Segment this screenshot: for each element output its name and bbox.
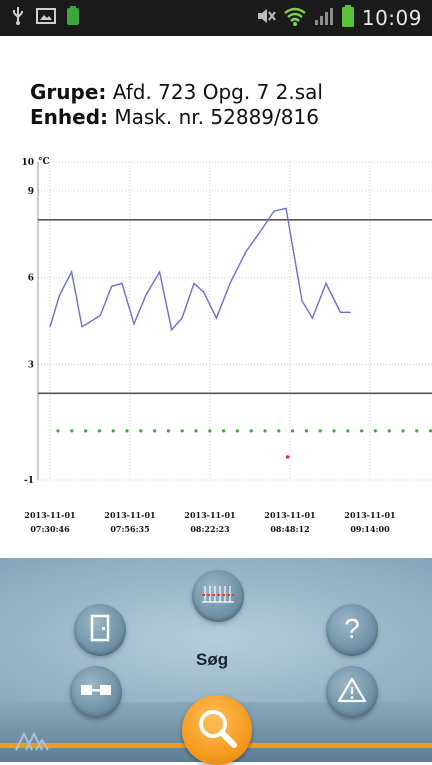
svg-text:?: ? (344, 613, 360, 643)
status-time: 10:09 (361, 6, 422, 30)
x-tick-time: 07:56:35 (110, 524, 149, 534)
group-label: Grupe: (30, 80, 107, 104)
event-point (222, 429, 226, 433)
event-point (360, 429, 364, 433)
event-point (387, 429, 391, 433)
image-icon (36, 7, 56, 30)
x-tick-time: 08:22:23 (190, 524, 230, 534)
event-point (56, 429, 60, 433)
event-point (291, 429, 295, 433)
x-tick-date: 2013-11-01 (104, 510, 155, 520)
event-point (277, 429, 281, 433)
y-tick-label: 10 (21, 158, 34, 168)
event-point (166, 429, 170, 433)
event-point (332, 429, 336, 433)
status-bar: 10:09 (0, 0, 432, 36)
temperature-chart[interactable]: 10 9 6 3 -1 °C 2013-11-01 07:30:46 2013-11-01 07:… (0, 150, 432, 558)
event-point (249, 429, 253, 433)
warning-icon (337, 676, 367, 709)
event-point (208, 429, 212, 433)
event-point (304, 429, 308, 433)
event-point (125, 429, 129, 433)
door-icon (89, 614, 111, 647)
event-point (180, 429, 184, 433)
y-axis-unit: °C (38, 157, 50, 167)
x-tick-time: 08:48:12 (270, 524, 309, 534)
question-icon: ? (341, 613, 363, 648)
event-point (153, 429, 157, 433)
device-info: Grupe: Afd. 723 Opg. 7 2.sal Enhed: Mask… (30, 80, 323, 130)
event-point (70, 429, 74, 433)
event-point (235, 429, 239, 433)
status-bar-right: 10:09 (256, 4, 422, 32)
y-tick-label: 6 (28, 274, 34, 284)
event-point (84, 429, 88, 433)
y-tick-label: -1 (24, 476, 34, 486)
event-point (194, 429, 198, 433)
x-tick-date: 2013-11-01 (264, 510, 315, 520)
battery-app-icon (66, 5, 80, 31)
x-tick-date: 2013-11-01 (344, 510, 395, 520)
chart-svg[interactable]: 10 9 6 3 -1 °C 2013-11-01 07:30:46 2013-11-01 07:… (0, 150, 432, 558)
usb-icon (10, 6, 26, 31)
help-button[interactable]: ? (326, 604, 378, 656)
event-point (346, 429, 350, 433)
brand-logo-icon (14, 728, 50, 757)
x-tick-date: 2013-11-01 (184, 510, 235, 520)
y-tick-label: 3 (28, 360, 34, 370)
group-value: Afd. 723 Opg. 7 2.sal (112, 80, 323, 104)
unit-label: Enhed: (30, 105, 109, 129)
event-point (111, 429, 115, 433)
search-label: Søg (196, 650, 229, 669)
status-bar-left (10, 5, 80, 31)
graph-icon (201, 583, 235, 610)
y-tick-label: 9 (28, 187, 34, 197)
event-point (318, 429, 322, 433)
search-button[interactable] (182, 695, 252, 765)
graph-button[interactable] (192, 570, 244, 622)
transfer-icon (79, 682, 113, 703)
transfer-button[interactable] (70, 666, 122, 718)
group-row: Grupe: Afd. 723 Opg. 7 2.sal (30, 80, 323, 105)
x-tick-time: 07:30:46 (30, 524, 70, 534)
temperature-series-line (49, 207, 351, 332)
search-icon (194, 705, 240, 756)
event-point (263, 429, 267, 433)
event-point (429, 429, 432, 433)
x-tick-time: 09:14:00 (350, 524, 390, 534)
event-point (401, 429, 405, 433)
unit-value: Mask. nr. 52889/816 (114, 105, 319, 129)
unit-row: Enhed: Mask. nr. 52889/816 (30, 105, 323, 130)
mute-icon (256, 7, 276, 30)
x-tick-date: 2013-11-01 (24, 510, 75, 520)
event-point (373, 429, 377, 433)
door-button[interactable] (74, 604, 126, 656)
alarm-button[interactable] (326, 666, 378, 718)
event-point (139, 429, 143, 433)
signal-icon (314, 6, 334, 31)
wifi-icon (284, 6, 306, 31)
event-point (97, 429, 101, 433)
alarm-point (285, 455, 290, 459)
event-point (415, 429, 419, 433)
battery-icon (341, 4, 354, 32)
